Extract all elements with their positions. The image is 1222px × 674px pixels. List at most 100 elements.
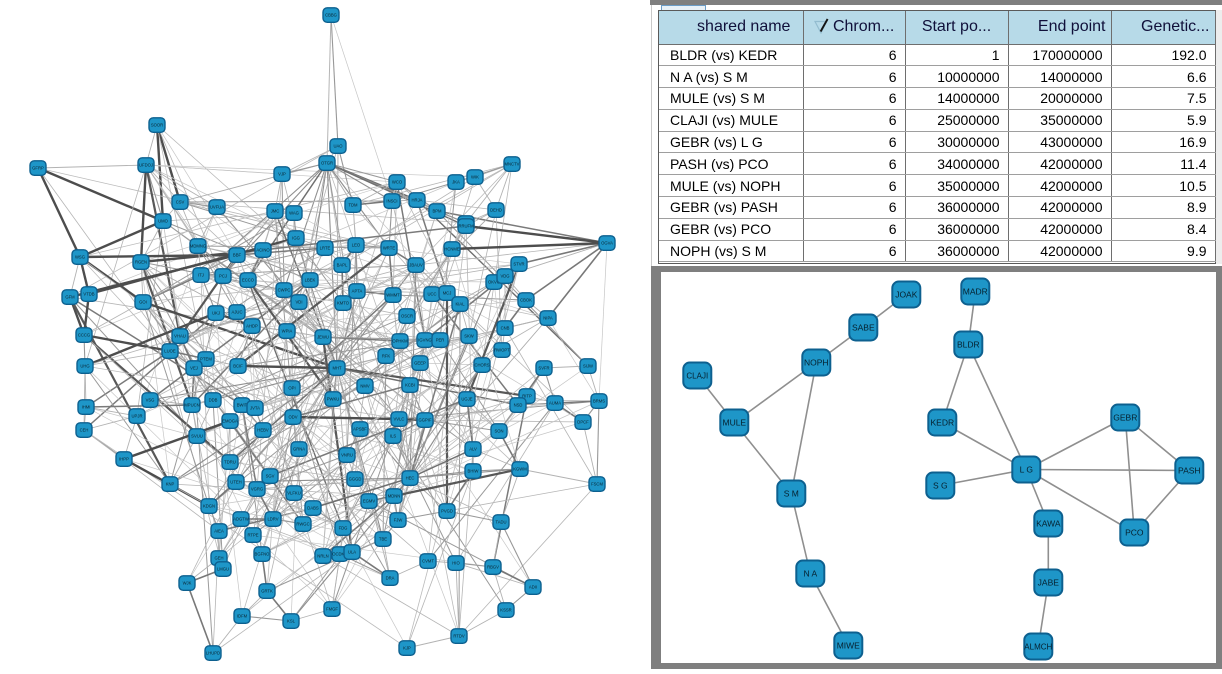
svg-text:S G: S G xyxy=(933,480,948,490)
svg-text:WRTE: WRTE xyxy=(383,246,395,251)
svg-text:OTGR: OTGR xyxy=(321,161,333,166)
svg-text:IHMI: IHMI xyxy=(82,405,91,410)
svg-text:UPJR: UPJR xyxy=(132,414,143,419)
svg-text:UHG: UHG xyxy=(80,364,89,369)
svg-text:KJP: KJP xyxy=(403,646,411,651)
svg-text:UCC: UCC xyxy=(427,292,436,297)
svg-text:MCJ: MCJ xyxy=(443,291,452,296)
svg-text:BAPL: BAPL xyxy=(337,263,348,268)
svg-text:GEBR: GEBR xyxy=(1113,412,1137,422)
svg-text:HEC: HEC xyxy=(406,476,415,481)
svg-text:ODV: ODV xyxy=(288,415,297,420)
svg-text:VTDB: VTDB xyxy=(83,292,94,297)
svg-text:WPIA: WPIA xyxy=(282,329,293,334)
svg-text:CVMT: CVMT xyxy=(422,559,434,564)
svg-text:RRUFM: RRUFM xyxy=(458,224,474,229)
svg-text:TADU: TADU xyxy=(495,520,506,525)
svg-text:KIAL: KIAL xyxy=(455,302,465,307)
svg-text:ADII: ADII xyxy=(529,585,537,590)
svg-text:ULA: ULA xyxy=(348,550,356,555)
svg-text:ADGTW: ADGTW xyxy=(233,517,249,522)
svg-text:BGFNO: BGFNO xyxy=(255,552,271,557)
svg-text:EMOGA: EMOGA xyxy=(222,419,238,424)
svg-text:RWOPT: RWOPT xyxy=(494,348,510,353)
svg-text:UGJE: UGJE xyxy=(461,397,472,402)
svg-text:JEWU: JEWU xyxy=(317,335,329,340)
svg-text:KMTO: KMTO xyxy=(337,301,350,306)
svg-text:NOPH: NOPH xyxy=(804,357,829,367)
svg-text:BHIW: BHIW xyxy=(468,469,479,474)
svg-text:TBE: TBE xyxy=(379,537,387,542)
svg-text:MIWE: MIWE xyxy=(836,640,859,650)
svg-text:CSV: CSV xyxy=(176,200,185,205)
svg-text:PCJ: PCJ xyxy=(219,274,227,279)
svg-text:RBGV: RBGV xyxy=(487,565,499,570)
svg-text:STVR: STVR xyxy=(513,262,524,267)
svg-text:SGV: SGV xyxy=(266,474,275,479)
svg-text:KAWA: KAWA xyxy=(1036,518,1061,528)
svg-text:HRJA: HRJA xyxy=(412,198,423,203)
svg-text:UFDOJ: UFDOJ xyxy=(139,163,153,168)
svg-text:VNRU: VNRU xyxy=(341,453,353,458)
svg-text:TDM: TDM xyxy=(348,203,358,208)
svg-text:L G: L G xyxy=(1019,464,1032,474)
svg-text:CWPC: CWPC xyxy=(278,288,291,293)
svg-text:MDNN: MDNN xyxy=(388,494,401,499)
svg-text:ALV: ALV xyxy=(469,447,477,452)
svg-text:KSL: KSL xyxy=(287,619,296,624)
svg-text:HCNME: HCNME xyxy=(444,247,460,252)
svg-text:GGPIF: GGPIF xyxy=(418,418,431,423)
svg-text:LUOE: LUOE xyxy=(164,349,176,354)
svg-text:OPHKM: OPHKM xyxy=(392,339,408,344)
svg-text:MNCTV: MNCTV xyxy=(505,162,520,167)
svg-text:BBF: BBF xyxy=(233,253,242,258)
svg-text:BWIT: BWIT xyxy=(237,403,248,408)
svg-text:PVGD: PVGD xyxy=(441,509,453,514)
svg-text:CBOK: CBOK xyxy=(520,298,532,303)
svg-text:SIJW: SIJW xyxy=(583,364,593,369)
svg-text:LBEK: LBEK xyxy=(305,278,316,283)
svg-text:S M: S M xyxy=(783,488,798,498)
svg-text:NRLN: NRLN xyxy=(317,554,328,559)
svg-text:LEO: LEO xyxy=(352,243,361,248)
svg-text:GEEP: GEEP xyxy=(414,361,426,366)
svg-text:JMC: JMC xyxy=(271,209,280,214)
svg-text:JABE: JABE xyxy=(1037,577,1059,587)
svg-text:WAG: WAG xyxy=(289,211,299,216)
svg-text:KEDR: KEDR xyxy=(930,417,954,427)
svg-text:DEHD: DEHD xyxy=(490,208,502,213)
svg-text:RFK: RFK xyxy=(382,354,391,359)
svg-text:JOAK: JOAK xyxy=(895,289,918,299)
svg-text:APTA: APTA xyxy=(352,289,363,294)
svg-text:SON: SON xyxy=(494,429,503,434)
svg-text:NIPA: NIPA xyxy=(543,316,553,321)
svg-text:ACINO: ACINO xyxy=(256,248,270,253)
svg-text:JKA: JKA xyxy=(452,180,460,185)
svg-text:MULE: MULE xyxy=(722,417,746,427)
svg-text:ECCO: ECCO xyxy=(242,278,255,283)
svg-text:BCIF: BCIF xyxy=(233,364,243,369)
svg-text:ILS: ILS xyxy=(390,434,396,439)
svg-text:UVFUA: UVFUA xyxy=(210,205,224,210)
svg-text:GRTK: GRTK xyxy=(261,589,273,594)
svg-text:RTDV: RTDV xyxy=(453,634,465,639)
svg-text:CCCG: CCCG xyxy=(78,333,90,338)
svg-text:MHT: MHT xyxy=(332,366,342,371)
svg-text:GFRP: GFRP xyxy=(32,166,44,171)
svg-text:GGGD: GGGD xyxy=(349,477,362,482)
svg-text:DDB: DDB xyxy=(209,398,218,403)
svg-text:GFM: GFM xyxy=(65,295,75,300)
svg-text:WIK: WIK xyxy=(471,175,479,180)
svg-text:SVUU: SVUU xyxy=(191,434,203,439)
svg-text:TDRU: TDRU xyxy=(224,460,236,465)
svg-text:N A: N A xyxy=(803,568,817,578)
svg-text:NSD: NSD xyxy=(514,403,523,408)
svg-text:OPI: OPI xyxy=(288,386,295,391)
svg-text:KGWM: KGWM xyxy=(513,467,527,472)
svg-text:MADR: MADR xyxy=(962,286,987,296)
svg-text:KDGN: KDGN xyxy=(203,504,215,509)
svg-text:KSSR: KSSR xyxy=(500,608,511,613)
svg-text:UMO: UMO xyxy=(158,219,169,224)
svg-text:NMV: NMV xyxy=(360,384,370,389)
svg-text:MPUCN: MPUCN xyxy=(184,403,199,408)
